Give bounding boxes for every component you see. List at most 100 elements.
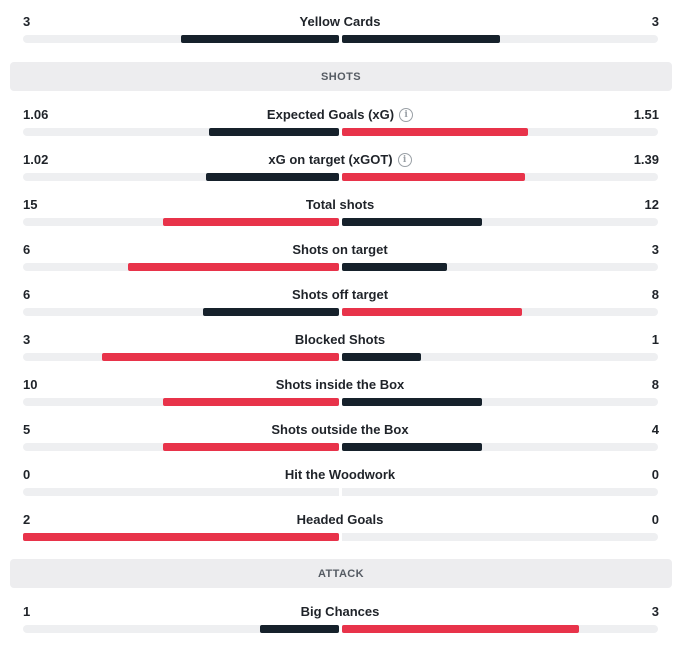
home-bar-track [23, 308, 339, 316]
home-bar-track [23, 263, 339, 271]
stat-label: Expected Goals (xG) [266, 107, 395, 122]
away-bar-fill [342, 443, 483, 451]
away-bar-fill [342, 128, 529, 136]
home-bar-track [23, 35, 339, 43]
stat-row-hit-the-woodwork: 0 Hit the Woodwork 0 [0, 467, 680, 512]
stat-label: Shots off target [291, 287, 389, 302]
stat-label-container: Big Chances [0, 604, 680, 620]
home-bar-fill [102, 353, 339, 361]
away-bar-track [342, 353, 658, 361]
away-bar-track [342, 35, 658, 43]
home-bar-track [23, 625, 339, 633]
info-icon[interactable]: i [397, 153, 412, 167]
stat-label: Shots outside the Box [271, 422, 409, 437]
away-bar-track [342, 308, 658, 316]
home-value: 2 [23, 512, 31, 527]
stat-label: xG on target (xGOT) [268, 152, 393, 167]
stat-row-total-shots: 15 Total shots 12 [0, 197, 680, 242]
home-value: 15 [23, 197, 38, 212]
away-bar-track [342, 128, 658, 136]
home-bar-fill [163, 443, 339, 451]
home-bar-track [23, 398, 339, 406]
stat-label: Total shots [305, 197, 375, 212]
away-value: 1.51 [633, 107, 659, 122]
away-value: 3 [651, 14, 659, 29]
section-header-attack: ATTACK [10, 559, 672, 588]
stat-label-container: Yellow Cards [0, 14, 680, 30]
stat-label-container: Total shots [0, 197, 680, 213]
away-bar-track [342, 218, 658, 226]
stat-label: Blocked Shots [294, 332, 386, 347]
info-icon[interactable]: i [399, 108, 414, 122]
stat-row-headed-goals: 2 Headed Goals 0 [0, 512, 680, 557]
home-value: 5 [23, 422, 31, 437]
home-value: 1.06 [23, 107, 49, 122]
away-value: 3 [651, 604, 659, 619]
home-value: 1 [23, 604, 31, 619]
stat-label-container: xG on target (xGOT) i [0, 152, 680, 168]
away-bar-fill [342, 353, 421, 361]
home-bar-track [23, 533, 339, 541]
stat-row-shots-on-target: 6 Shots on target 3 [0, 242, 680, 287]
away-bar-track [342, 173, 658, 181]
home-bar-track [23, 443, 339, 451]
stat-label-container: Hit the Woodwork [0, 467, 680, 483]
home-bar-fill [163, 218, 339, 226]
home-bar-track [23, 353, 339, 361]
stat-label: Yellow Cards [299, 14, 381, 29]
stat-row-expected-goals: 1.06 Expected Goals (xG) i 1.51 [0, 107, 680, 152]
away-value: 1 [651, 332, 659, 347]
away-bar-track [342, 398, 658, 406]
stat-row-blocked-shots: 3 Blocked Shots 1 [0, 332, 680, 377]
home-value: 6 [23, 287, 31, 302]
home-bar-track [23, 128, 339, 136]
away-value: 0 [651, 512, 659, 527]
away-value: 1.39 [633, 152, 659, 167]
away-bar-fill [342, 308, 523, 316]
home-bar-fill [206, 173, 339, 181]
stat-label-container: Shots outside the Box [0, 422, 680, 438]
stat-label: Big Chances [300, 604, 380, 619]
home-bar-fill [23, 533, 339, 541]
home-bar-track [23, 173, 339, 181]
home-value: 1.02 [23, 152, 49, 167]
away-bar-fill [342, 35, 500, 43]
stat-label: Shots inside the Box [275, 377, 405, 392]
stat-label: Hit the Woodwork [284, 467, 396, 482]
away-value: 8 [651, 287, 659, 302]
away-bar-fill [342, 625, 579, 633]
away-bar-track [342, 488, 658, 496]
stat-label: Headed Goals [296, 512, 384, 527]
home-bar-fill [203, 308, 339, 316]
home-value: 3 [23, 332, 31, 347]
stat-row-xg-on-target: 1.02 xG on target (xGOT) i 1.39 [0, 152, 680, 197]
section-header-shots: SHOTS [10, 62, 672, 91]
stat-label: Shots on target [292, 242, 388, 257]
home-bar-fill [260, 625, 339, 633]
away-bar-fill [342, 263, 448, 271]
away-bar-track [342, 625, 658, 633]
stat-row-shots-inside-the-box: 10 Shots inside the Box 8 [0, 377, 680, 422]
away-value: 4 [651, 422, 659, 437]
away-bar-track [342, 443, 658, 451]
away-value: 8 [651, 377, 659, 392]
away-bar-fill [342, 173, 526, 181]
away-bar-track [342, 263, 658, 271]
home-value: 6 [23, 242, 31, 257]
stat-label-container: Shots on target [0, 242, 680, 258]
home-value: 10 [23, 377, 38, 392]
away-bar-track [342, 533, 658, 541]
home-bar-fill [181, 35, 339, 43]
stat-label-container: Blocked Shots [0, 332, 680, 348]
stat-label-container: Shots off target [0, 287, 680, 303]
stat-row-big-chances: 1 Big Chances 3 [0, 604, 680, 649]
stat-row-yellow-cards: 3 Yellow Cards 3 [0, 14, 680, 59]
away-bar-fill [342, 398, 483, 406]
home-bar-track [23, 218, 339, 226]
away-value: 3 [651, 242, 659, 257]
home-value: 0 [23, 467, 31, 482]
away-value: 0 [651, 467, 659, 482]
home-bar-fill [209, 128, 339, 136]
stat-label-container: Headed Goals [0, 512, 680, 528]
